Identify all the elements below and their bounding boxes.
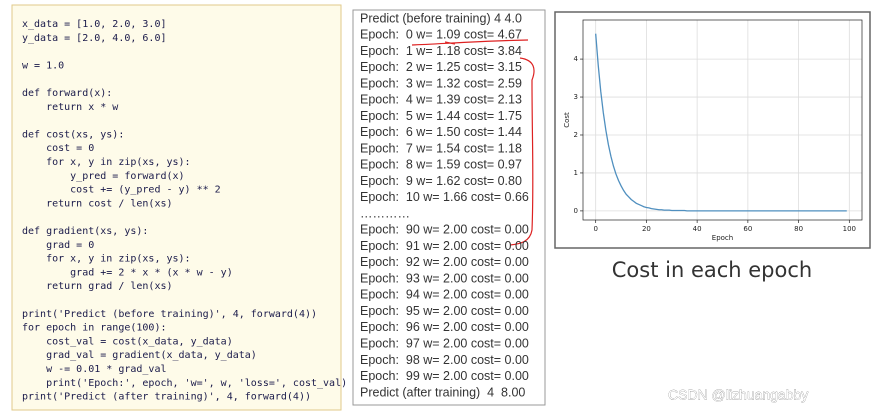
code-line: w -= 0.01 * grad_val: [22, 364, 167, 375]
output-line: Epoch: 6 w= 1.50 cost= 1.44: [360, 125, 522, 139]
output-line: Epoch: 9 w= 1.62 cost= 0.80: [360, 174, 522, 188]
code-line: def forward(x):: [22, 88, 112, 99]
code-line: x_data = [1.0, 2.0, 3.0]: [22, 19, 167, 30]
output-line: …………: [360, 206, 410, 220]
output-line: Epoch: 91 w= 2.00 cost= 0.00: [360, 239, 529, 253]
chart: 0 20 40 60 80 100 0 1 2 3 4 Epoch Cost: [563, 19, 863, 242]
output-line: Epoch: 3 w= 1.32 cost= 2.59: [360, 76, 522, 90]
y-tick-label: 4: [574, 55, 579, 63]
code-line: print('Predict (before training)', 4, fo…: [22, 309, 317, 320]
cost-line: [595, 33, 847, 212]
output-line: Epoch: 99 w= 2.00 cost= 0.00: [360, 369, 529, 383]
code-line: def cost(xs, ys):: [22, 129, 124, 140]
code-line: print('Epoch:', epoch, 'w=', w, 'loss=',…: [22, 378, 347, 389]
caption: Cost in each epoch: [612, 258, 812, 282]
code-line: cost_val = cost(x_data, y_data): [22, 336, 233, 347]
output-line: Epoch: 7 w= 1.54 cost= 1.18: [360, 141, 522, 155]
x-tick-label: 20: [642, 225, 651, 233]
code-line: return cost / len(xs): [22, 198, 173, 209]
code-line: grad += 2 * x * (x * w - y): [22, 267, 233, 278]
output-line: Epoch: 0 w= 1.09 cost= 4.67: [360, 28, 522, 42]
x-tick-label: 60: [743, 225, 752, 233]
output-panel: [352, 9, 546, 406]
code-line: return grad / len(xs): [22, 281, 173, 292]
output-line: Predict (before training) 4 4.0: [360, 11, 522, 25]
output-line: Epoch: 90 w= 2.00 cost= 0.00: [360, 223, 529, 237]
output-line: Epoch: 5 w= 1.44 cost= 1.75: [360, 109, 522, 123]
x-tick-label: 80: [794, 225, 803, 233]
code-line: grad_val = gradient(x_data, y_data): [22, 350, 257, 361]
output-line: Epoch: 2 w= 1.25 cost= 3.15: [360, 60, 522, 74]
output-line: Epoch: 94 w= 2.00 cost= 0.00: [360, 288, 529, 302]
y-axis-label: Cost: [563, 112, 571, 128]
code-line: print('Predict (after training)', 4, for…: [22, 392, 311, 403]
output-line: Epoch: 1 w= 1.18 cost= 3.84: [360, 44, 522, 58]
code-line: cost += (y_pred - y) ** 2: [22, 185, 221, 196]
output-line: Epoch: 4 w= 1.39 cost= 2.13: [360, 93, 522, 107]
code-line: y_data = [2.0, 4.0, 6.0]: [22, 33, 167, 44]
chart-panel: [554, 11, 871, 249]
watermark: CSDN @lizhuangabby: [668, 387, 808, 403]
plot-frame: [582, 19, 863, 221]
code-panel: [11, 4, 342, 411]
y-tick-label: 2: [574, 131, 578, 139]
output: Predict (before training) 4 4.0 Epoch: 0 …: [360, 11, 529, 399]
code-line: y_pred = forward(x): [22, 171, 185, 182]
code-line: for x, y in zip(xs, ys):: [22, 157, 191, 168]
output-line: Epoch: 96 w= 2.00 cost= 0.00: [360, 320, 529, 334]
x-tick-label: 40: [693, 225, 702, 233]
code: x_data = [1.0, 2.0, 3.0] y_data = [2.0, 4…: [22, 19, 347, 403]
code-line: def gradient(xs, ys):: [22, 226, 148, 237]
x-tick-label: 0: [593, 225, 597, 233]
output-line: Epoch: 93 w= 2.00 cost= 0.00: [360, 271, 529, 285]
x-tick-label: 100: [843, 225, 856, 233]
y-tick-label: 3: [574, 93, 578, 101]
red-annotation: [411, 39, 535, 246]
code-line: for epoch in range(100):: [22, 323, 167, 334]
code-line: return x * w: [22, 102, 119, 113]
x-axis-label: Epoch: [712, 234, 733, 242]
output-line: Epoch: 97 w= 2.00 cost= 0.00: [360, 336, 529, 350]
output-line: Epoch: 98 w= 2.00 cost= 0.00: [360, 353, 529, 367]
code-line: for x, y in zip(xs, ys):: [22, 254, 191, 265]
output-line: Epoch: 92 w= 2.00 cost= 0.00: [360, 255, 529, 269]
y-tick-label: 1: [574, 169, 578, 177]
code-line: cost = 0: [22, 143, 94, 154]
output-line: Epoch: 95 w= 2.00 cost= 0.00: [360, 304, 529, 318]
output-line: Predict (after training) 4 8.00: [360, 385, 525, 399]
output-line: Epoch: 8 w= 1.59 cost= 0.97: [360, 158, 522, 172]
code-line: grad = 0: [22, 240, 94, 251]
output-line: Epoch: 10 w= 1.66 cost= 0.66: [360, 190, 529, 204]
y-tick-label: 0: [574, 207, 578, 215]
code-line: w = 1.0: [22, 60, 64, 71]
